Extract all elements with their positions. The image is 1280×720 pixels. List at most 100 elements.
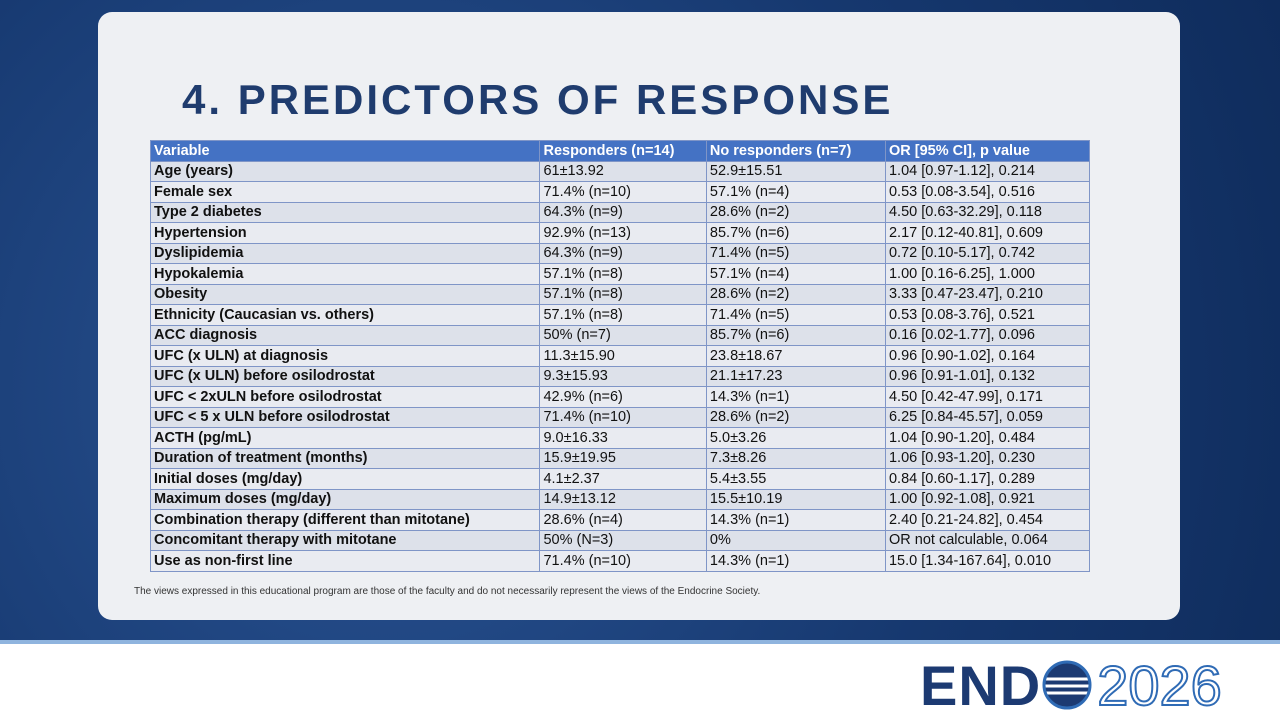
table-cell: 71.4% (n=5) <box>705 304 886 326</box>
table-cell: 28.6% (n=2) <box>705 283 886 305</box>
table-cell: 15.0 [1.34-167.64], 0.010 <box>884 550 1091 572</box>
table-row: UFC (x ULN) before osilodrostat 9.3±15.93… <box>149 365 1091 387</box>
table-cell: UFC (x ULN) before osilodrostat <box>149 365 541 387</box>
table-cell: Hypertension <box>149 222 541 244</box>
table-cell: 3.33 [0.47-23.47], 0.210 <box>884 283 1091 305</box>
table-cell: 23.8±18.67 <box>705 345 886 367</box>
table-cell: 85.7% (n=6) <box>705 324 886 346</box>
table-cell: 21.1±17.23 <box>705 365 886 387</box>
table-cell: 57.1% (n=8) <box>539 263 707 285</box>
logo-globe <box>1042 660 1092 710</box>
table-cell: 42.9% (n=6) <box>539 386 707 408</box>
table-cell: 14.3% (n=1) <box>705 550 886 572</box>
table-row: ACC diagnosis 50% (n=7) 85.7% (n=6) 0.16 [0… <box>149 324 1091 346</box>
table-row: Initial doses (mg/day) 4.1±2.37 5.4±3.55 0.… <box>149 468 1091 490</box>
table-cell: Age (years) <box>149 160 541 182</box>
table-cell: 5.4±3.55 <box>705 468 886 490</box>
table-cell: 28.6% (n=4) <box>539 509 707 531</box>
table-cell: Combination therapy (different than mito… <box>149 509 541 531</box>
table-cell: 11.3±15.90 <box>539 345 707 367</box>
table-cell: 0.72 [0.10-5.17], 0.742 <box>884 242 1091 264</box>
table-cell: 15.9±19.95 <box>539 447 707 469</box>
table-cell: 64.3% (n=9) <box>539 201 707 223</box>
table-cell: 4.50 [0.63-32.29], 0.118 <box>884 201 1091 223</box>
table-cell: Female sex <box>149 181 541 203</box>
table-cell: 71.4% (n=10) <box>539 550 707 572</box>
table-cell: Dyslipidemia <box>149 242 541 264</box>
table-cell: 9.0±16.33 <box>539 427 707 449</box>
table-row: Maximum doses (mg/day) 14.9±13.12 15.5±10.… <box>149 488 1091 510</box>
table-cell: 57.1% (n=4) <box>705 181 886 203</box>
table-cell: Hypokalemia <box>149 263 541 285</box>
table-cell: UFC < 5 x ULN before osilodrostat <box>149 406 541 428</box>
table-cell: Duration of treatment (months) <box>149 447 541 469</box>
table-cell: 64.3% (n=9) <box>539 242 707 264</box>
table-cell: 71.4% (n=10) <box>539 181 707 203</box>
column-header: Variable <box>149 140 541 162</box>
table-row: Type 2 diabetes 64.3% (n=9) 28.6% (n=2) 4.5… <box>149 201 1091 223</box>
table-row: Duration of treatment (months) 15.9±19.95… <box>149 447 1091 469</box>
table-cell: UFC (x ULN) at diagnosis <box>149 345 541 367</box>
table-cell: 0.53 [0.08-3.54], 0.516 <box>884 181 1091 203</box>
table-cell: 71.4% (n=10) <box>539 406 707 428</box>
table-cell: 4.1±2.37 <box>539 468 707 490</box>
table-cell: Type 2 diabetes <box>149 201 541 223</box>
table-cell: 50% (n=7) <box>539 324 707 346</box>
table-cell: 14.3% (n=1) <box>705 509 886 531</box>
table-cell: 57.1% (n=8) <box>539 283 707 305</box>
table-cell: 4.50 [0.42-47.99], 0.171 <box>884 386 1091 408</box>
column-header: OR [95% CI], p value <box>884 140 1091 162</box>
table-cell: 92.9% (n=13) <box>539 222 707 244</box>
table-row: Concomitant therapy with mitotane 50% (N=… <box>149 529 1091 551</box>
logo-year: 2026 <box>1096 653 1223 718</box>
table-cell: 1.00 [0.16-6.25], 1.000 <box>884 263 1091 285</box>
header-row: Variable Responders (n=14) No responders (… <box>149 140 1091 162</box>
table-cell: 57.1% (n=8) <box>539 304 707 326</box>
table-cell: 85.7% (n=6) <box>705 222 886 244</box>
table-cell: 0% <box>705 529 886 551</box>
table-row: Combination therapy (different than mito… <box>149 509 1091 531</box>
table-cell: UFC < 2xULN before osilodrostat <box>149 386 541 408</box>
table-row: Dyslipidemia 64.3% (n=9) 71.4% (n=5) 0.72 [… <box>149 242 1091 264</box>
table-row: Obesity 57.1% (n=8) 28.6% (n=2) 3.33 [0.47-… <box>149 283 1091 305</box>
logo-brand: END <box>920 653 1042 717</box>
table-cell: Initial doses (mg/day) <box>149 468 541 490</box>
table-cell: 52.9±15.51 <box>705 160 886 182</box>
table-cell: Obesity <box>149 283 541 305</box>
table-cell: 9.3±15.93 <box>539 365 707 387</box>
table-cell: 28.6% (n=2) <box>705 201 886 223</box>
table-cell: 0.16 [0.02-1.77], 0.096 <box>884 324 1091 346</box>
table-cell: 1.00 [0.92-1.08], 0.921 <box>884 488 1091 510</box>
table-cell: Maximum doses (mg/day) <box>149 488 541 510</box>
footer: The views expressed in this educational … <box>134 586 761 597</box>
table-row: UFC (x ULN) at diagnosis 11.3±15.90 23.8±1… <box>149 345 1091 367</box>
table-cell: 0.84 [0.60-1.17], 0.289 <box>884 468 1091 490</box>
table-cell: 71.4% (n=5) <box>705 242 886 264</box>
table-cell: 61±13.92 <box>539 160 707 182</box>
table-cell: 5.0±3.26 <box>705 427 886 449</box>
table-row: Hypokalemia 57.1% (n=8) 57.1% (n=4) 1.00 [0… <box>149 263 1091 285</box>
table-cell: ACC diagnosis <box>149 324 541 346</box>
table-cell: OR not calculable, 0.064 <box>884 529 1091 551</box>
table-cell: 1.06 [0.93-1.20], 0.230 <box>884 447 1091 469</box>
table-row: Use as non-first line 71.4% (n=10) 14.3% (… <box>149 550 1091 572</box>
table-row: ACTH (pg/mL) 9.0±16.33 5.0±3.26 1.04 [0.90-… <box>149 427 1091 449</box>
table-body: Age (years) 61±13.92 52.9±15.51 1.04 [0.97-… <box>149 160 1091 572</box>
table-cell: 14.9±13.12 <box>539 488 707 510</box>
table-row: Ethnicity (Caucasian vs. others) 57.1% (n… <box>149 304 1091 326</box>
table-cell: 0.96 [0.90-1.02], 0.164 <box>884 345 1091 367</box>
table-cell: Use as non-first line <box>149 550 541 572</box>
table-cell: Ethnicity (Caucasian vs. others) <box>149 304 541 326</box>
table-cell: 2.40 [0.21-24.82], 0.454 <box>884 509 1091 531</box>
table-cell: 6.25 [0.84-45.57], 0.059 <box>884 406 1091 428</box>
table-row: UFC < 5 x ULN before osilodrostat 71.4% (… <box>149 406 1091 428</box>
table-cell: 14.3% (n=1) <box>705 386 886 408</box>
stripe <box>0 640 1280 650</box>
table-row: UFC < 2xULN before osilodrostat 42.9% (n=… <box>149 386 1091 408</box>
table-cell: 50% (N=3) <box>539 529 707 551</box>
logo: END 2026 <box>920 653 1223 718</box>
table-cell: 7.3±8.26 <box>705 447 886 469</box>
title: 4. PREDICTORS OF RESPONSE <box>182 76 894 123</box>
table-cell: 0.53 [0.08-3.76], 0.521 <box>884 304 1091 326</box>
